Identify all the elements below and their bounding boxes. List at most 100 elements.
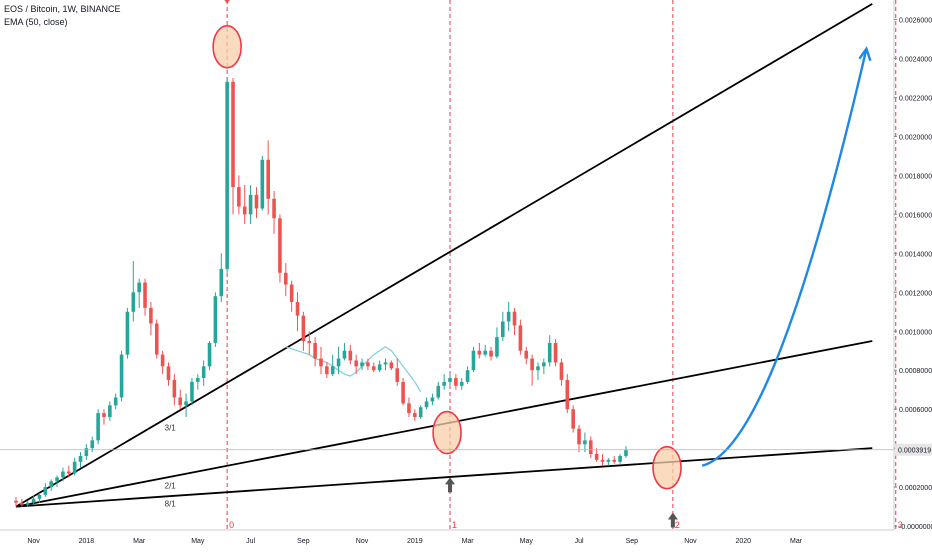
candle [96,413,100,441]
candle [237,187,241,207]
candle [448,378,452,382]
vertical-line-label: 2 [675,520,680,530]
candle [113,397,118,406]
candle [354,360,358,367]
candle [348,350,353,361]
up-arrow-marker [445,477,456,493]
x-tick-label: May [191,538,205,545]
y-tick-label: 0.0016000 [899,212,932,219]
candle [342,350,347,359]
candle [606,459,611,462]
candle [213,296,218,343]
forecast-arrow-head [858,46,872,62]
candle [43,487,48,495]
x-tick-label: May [520,538,534,545]
forecast-arrow [701,48,868,467]
candle [283,272,288,285]
candle [278,218,282,273]
ema-line [285,346,422,393]
candle [313,342,317,359]
candle [108,405,112,417]
candle [518,325,523,351]
candle [407,403,411,414]
candle [583,440,587,445]
candle [436,385,441,398]
candle [319,358,323,367]
candle [20,502,24,505]
candle [489,350,493,357]
candle [254,194,259,209]
candle [125,311,130,355]
candle [61,471,65,478]
x-tick-label: Sep [297,538,310,545]
x-tick-label: Mar [790,538,803,545]
y-tick-label: 0.0006000 [899,407,932,414]
candle [90,440,95,449]
y-tick-label: 0.0018000 [899,173,932,180]
candle [483,350,487,355]
y-tick-label: 0.0008000 [899,368,932,375]
candle [377,364,382,371]
y-tick-label: 0.0012000 [899,290,932,297]
candle [201,366,206,379]
x-tick-label: 2018 [79,538,95,545]
candle [524,350,529,359]
candle [272,198,276,219]
vertical-line-label: 0 [229,520,234,530]
x-tick-label: Nov [356,538,369,545]
vertical-line-label: 1 [452,520,457,530]
current-price-label: 0.0003919 [898,448,931,455]
candle [325,366,329,375]
candle [78,455,83,462]
candle [424,401,429,408]
candle [49,481,53,488]
candle [14,500,18,503]
candle [307,340,312,343]
candle [624,450,628,456]
candle [565,379,570,410]
x-tick-label: Mar [133,538,146,545]
candle [547,342,552,363]
y-tick-label: 0.0024000 [899,56,932,63]
x-tick-label: 2019 [407,538,423,545]
candle [143,282,147,308]
candle [612,459,617,462]
fan-label: 2/1 [165,481,177,490]
highlight-circle [432,410,462,455]
candle [430,397,435,402]
candle [37,494,42,499]
candle [389,362,394,369]
trend-line [15,447,873,508]
candle [207,342,212,367]
candle [137,282,141,293]
candle [465,370,470,382]
candle [289,284,294,303]
candle [530,358,534,371]
current-price-box [895,443,932,456]
candle [196,378,200,382]
candle [383,362,388,365]
highlight-circle [212,24,242,69]
candle [242,206,247,215]
y-tick-label: 0.0026000 [899,17,932,24]
candle [231,81,235,188]
candle [336,358,341,367]
candle [477,350,482,355]
highlight-circle [652,445,682,490]
up-arrow-marker [667,512,678,528]
candle [442,381,446,386]
candle [401,381,405,404]
candle [219,268,224,297]
candle [471,350,476,371]
candle [559,362,564,380]
candle [459,381,464,386]
candle [500,321,505,338]
x-tick-label: Nov [684,538,697,545]
candle [260,159,265,209]
candle [577,428,581,445]
candle [395,368,400,382]
candle [154,323,159,355]
y-tick-label: 0.0022000 [899,95,932,102]
